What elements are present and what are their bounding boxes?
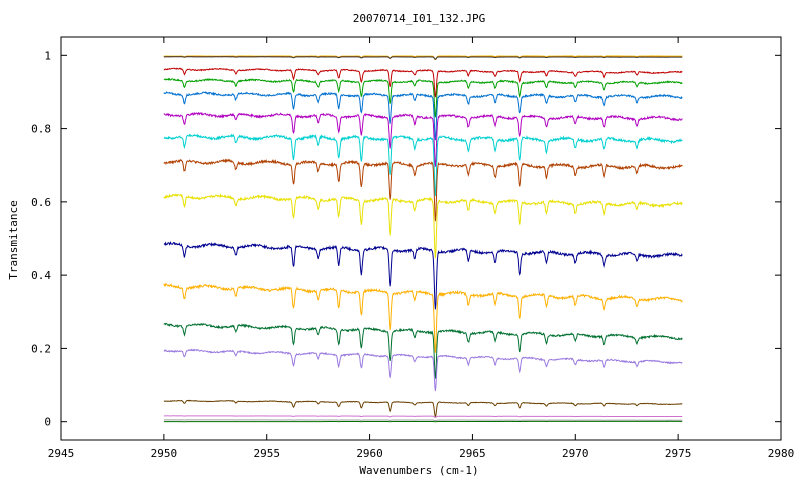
series-line-15	[163, 399, 683, 419]
x-axis-label: Wavenumbers (cm-1)	[359, 464, 478, 477]
series-line-5	[163, 77, 683, 118]
series-line-4	[163, 67, 683, 98]
series-line-14	[163, 348, 683, 392]
x-tick-label: 2945	[48, 447, 75, 460]
series-group	[163, 55, 683, 423]
y-axis-label: Transmitance	[7, 200, 20, 279]
x-tick-label: 2975	[665, 447, 692, 460]
y-tick-label: 0.2	[31, 342, 51, 355]
plot-frame	[60, 36, 782, 441]
axis-ticks: 2945 2950 2955 2960 2965 2970 2975 2980 0 0.2 0.4 0…	[31, 37, 794, 460]
series-line-10	[163, 193, 683, 259]
series-line-11	[163, 240, 683, 310]
x-tick-label: 2980	[768, 447, 795, 460]
y-tick-label: 0.6	[31, 196, 51, 209]
y-tick-label: 1	[44, 49, 51, 62]
x-tick-label: 2970	[562, 447, 589, 460]
x-tick-label: 2965	[459, 447, 486, 460]
x-tick-label: 2950	[151, 447, 178, 460]
series-line-16	[163, 415, 683, 418]
series-line-9	[163, 158, 683, 222]
series-line-3	[163, 56, 683, 60]
series-line-12	[163, 282, 683, 353]
series-line-17	[163, 419, 683, 422]
y-tick-label: 0	[44, 416, 51, 429]
y-tick-label: 0.8	[31, 123, 51, 136]
series-line-8	[163, 133, 683, 197]
y-tick-label: 0.4	[31, 269, 51, 282]
chart-title: 20070714_I01_132.JPG	[353, 12, 485, 25]
series-line-13	[163, 322, 683, 379]
series-line-6	[163, 91, 683, 141]
series-line-7	[163, 111, 683, 167]
x-tick-label: 2955	[253, 447, 280, 460]
x-tick-label: 2960	[356, 447, 383, 460]
